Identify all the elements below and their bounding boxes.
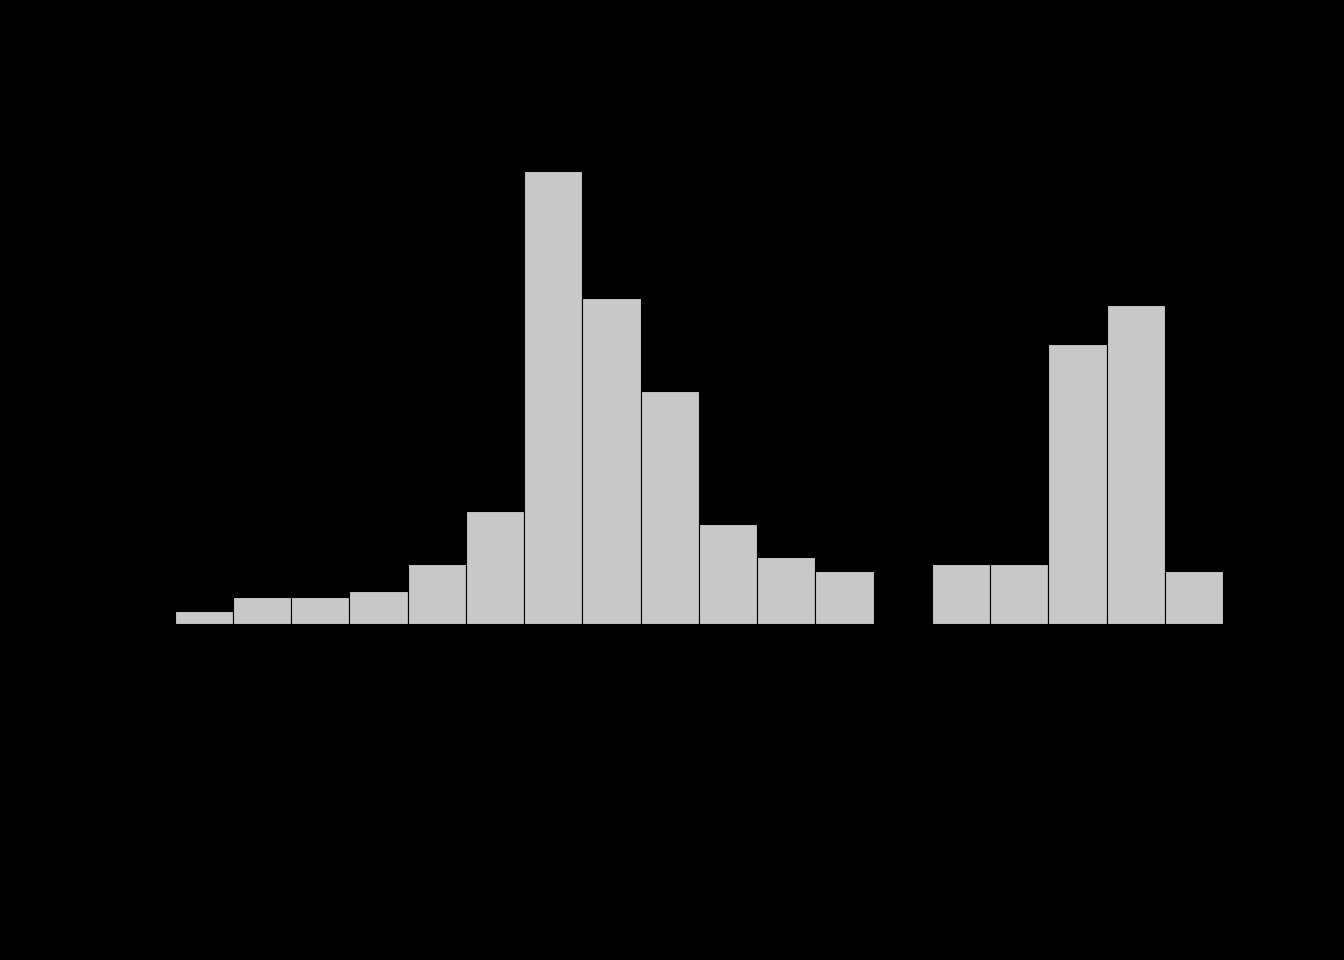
Bar <box>175 611 233 624</box>
Bar <box>582 298 641 624</box>
Bar <box>816 571 874 624</box>
Bar <box>292 597 349 624</box>
Bar <box>233 597 292 624</box>
Bar <box>757 558 816 624</box>
Bar <box>466 511 524 624</box>
Bar <box>1165 571 1223 624</box>
Bar <box>407 564 466 624</box>
Bar <box>349 590 407 624</box>
Bar <box>524 172 582 624</box>
Bar <box>699 524 757 624</box>
Bar <box>1048 345 1106 624</box>
Bar <box>641 391 699 624</box>
Bar <box>931 564 991 624</box>
Bar <box>991 564 1048 624</box>
Bar <box>1106 304 1165 624</box>
